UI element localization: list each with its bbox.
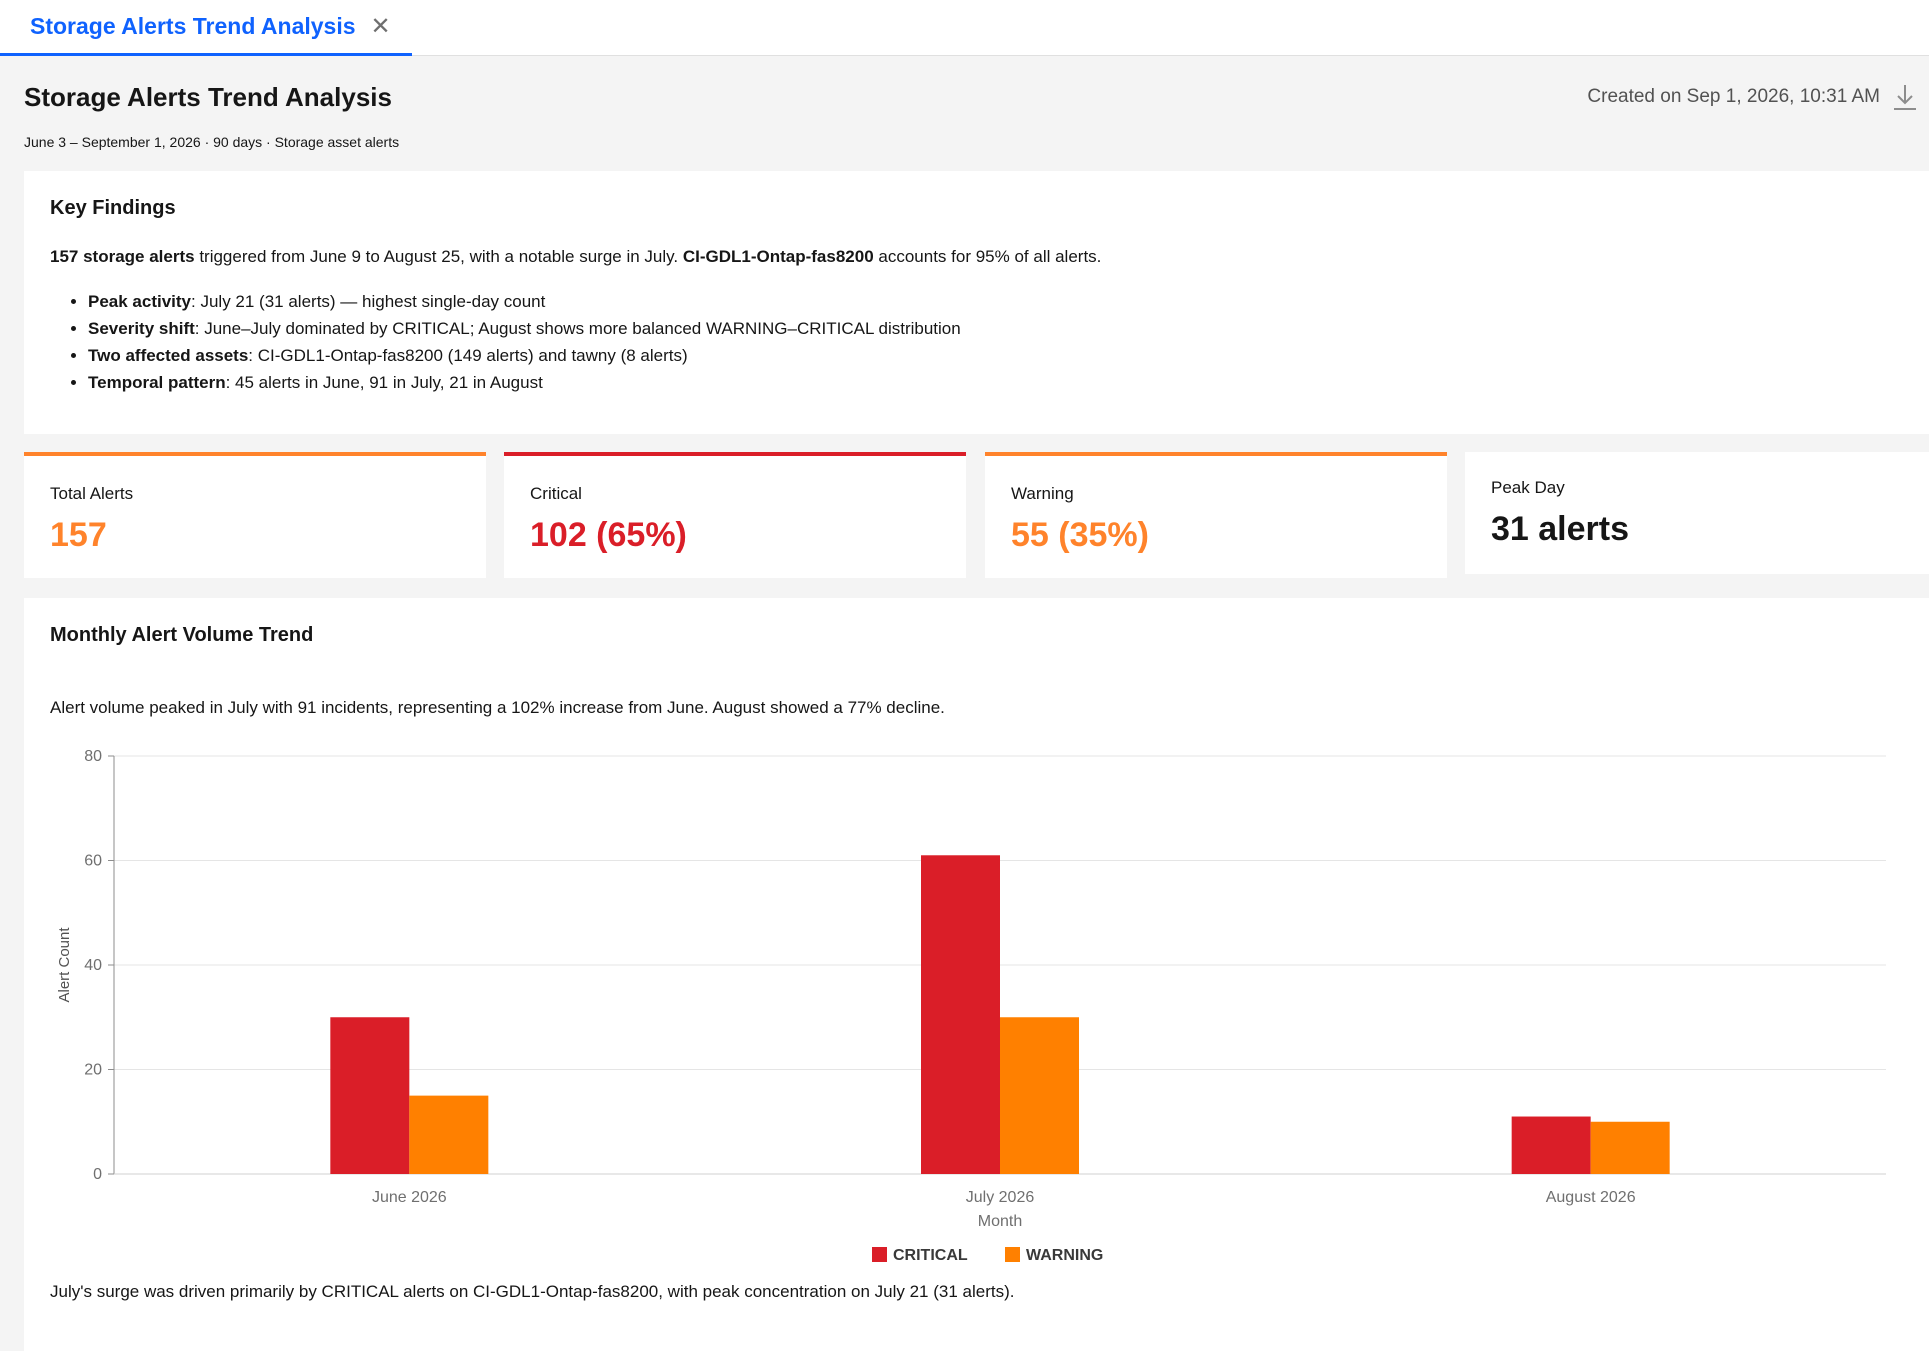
- monthly-trend-card: Monthly Alert Volume Trend Alert volume …: [24, 598, 1929, 1351]
- bar-warning: [1000, 1017, 1079, 1174]
- lead-bold-asset: CI-GDL1-Ontap-fas8200: [682, 247, 874, 266]
- trend-footnote: July's surge was driven primarily by CRI…: [50, 1282, 1015, 1301]
- tab-label: Storage Alerts Trend Analysis: [30, 13, 356, 39]
- kpi-value: 102 (65%): [530, 516, 687, 554]
- list-item-text: : July 21 (31 alerts) — highest single-d…: [191, 292, 546, 311]
- lead-text-2: accounts for 95% of all alerts.: [873, 247, 1102, 266]
- kpi-label: Critical: [530, 484, 582, 503]
- tab-bar: Storage Alerts Trend Analysis ✕: [0, 0, 1929, 56]
- kpi-value: 55 (35%): [1011, 516, 1149, 554]
- list-item-bold: Severity shift: [88, 319, 195, 338]
- kpi-peak-day: Peak Day 31 alerts: [1465, 452, 1929, 574]
- x-axis-label: Month: [978, 1213, 1022, 1230]
- page-subtitle: June 3 – September 1, 2026 · 90 days · S…: [24, 134, 400, 150]
- page-title: Storage Alerts Trend Analysis: [24, 82, 392, 112]
- alert-volume-chart: 0 20 40 60 80 June 2026 July 2026 August 2026 Mo…: [56, 748, 1886, 1264]
- tab-storage-alerts[interactable]: Storage Alerts Trend Analysis ✕: [0, 0, 412, 56]
- list-item: Temporal pattern: 45 alerts in June, 91 …: [88, 369, 1903, 396]
- legend-swatch: [1005, 1247, 1020, 1262]
- x-tick-label: July 2026: [966, 1189, 1035, 1206]
- y-tick-label: 80: [84, 748, 102, 765]
- list-item-bold: Temporal pattern: [88, 373, 226, 392]
- kpi-critical: Critical 102 (65%): [504, 452, 966, 578]
- y-tick-label: 60: [84, 853, 102, 870]
- bar-critical: [1511, 1116, 1591, 1174]
- list-item-bold: Peak activity: [88, 292, 192, 311]
- list-item-text: : 45 alerts in June, 91 in July, 21 in A…: [225, 373, 543, 392]
- download-icon[interactable]: [1891, 82, 1919, 112]
- legend-label: WARNING: [1026, 1247, 1103, 1264]
- bar-warning: [1590, 1121, 1670, 1174]
- trend-description: Alert volume peaked in July with 91 inci…: [50, 698, 945, 717]
- kpi-value: 31 alerts: [1491, 510, 1629, 548]
- findings-list: Peak activity: July 21 (31 alerts) — hig…: [50, 288, 1903, 396]
- list-item: Severity shift: June–July dominated by C…: [88, 315, 1903, 342]
- list-item-text: : June–July dominated by CRITICAL; Augus…: [194, 319, 961, 338]
- lead-text-1: triggered from June 9 to August 25, with…: [194, 247, 683, 266]
- kpi-label: Peak Day: [1491, 478, 1565, 497]
- kpi-label: Total Alerts: [50, 484, 134, 503]
- list-item-text: : CI-GDL1-Ontap-fas8200 (149 alerts) and…: [248, 346, 688, 365]
- y-axis-label: Alert Count: [56, 927, 73, 1003]
- lead-bold-total: 157 storage alerts: [50, 247, 195, 266]
- key-findings-lead: 157 storage alerts triggered from June 9…: [50, 246, 1903, 268]
- x-tick-label: June 2026: [372, 1189, 447, 1206]
- kpi-label: Warning: [1011, 484, 1074, 503]
- bar-warning: [409, 1095, 489, 1174]
- kpi-total-alerts: Total Alerts 157: [24, 452, 486, 578]
- kpi-value: 157: [50, 516, 107, 554]
- y-tick-label: 0: [93, 1166, 102, 1183]
- x-tick-label: August 2026: [1546, 1189, 1636, 1206]
- close-icon[interactable]: ✕: [370, 13, 391, 40]
- bar-critical: [330, 1017, 410, 1174]
- legend-label: CRITICAL: [893, 1247, 968, 1264]
- kpi-warning: Warning 55 (35%): [985, 452, 1447, 578]
- key-findings-card: Key Findings 157 storage alerts triggere…: [24, 171, 1929, 434]
- list-item-bold: Two affected assets: [88, 346, 249, 365]
- created-timestamp: Created on Sep 1, 2026, 10:31 AM: [1587, 86, 1880, 107]
- bar-critical: [921, 855, 1000, 1174]
- key-findings-title: Key Findings: [50, 197, 176, 219]
- list-item: Two affected assets: CI-GDL1-Ontap-fas82…: [88, 342, 1903, 369]
- legend-swatch: [872, 1247, 887, 1262]
- y-tick-label: 40: [84, 957, 102, 974]
- y-tick-label: 20: [84, 1062, 102, 1079]
- trend-title: Monthly Alert Volume Trend: [50, 624, 314, 646]
- list-item: Peak activity: July 21 (31 alerts) — hig…: [88, 288, 1903, 315]
